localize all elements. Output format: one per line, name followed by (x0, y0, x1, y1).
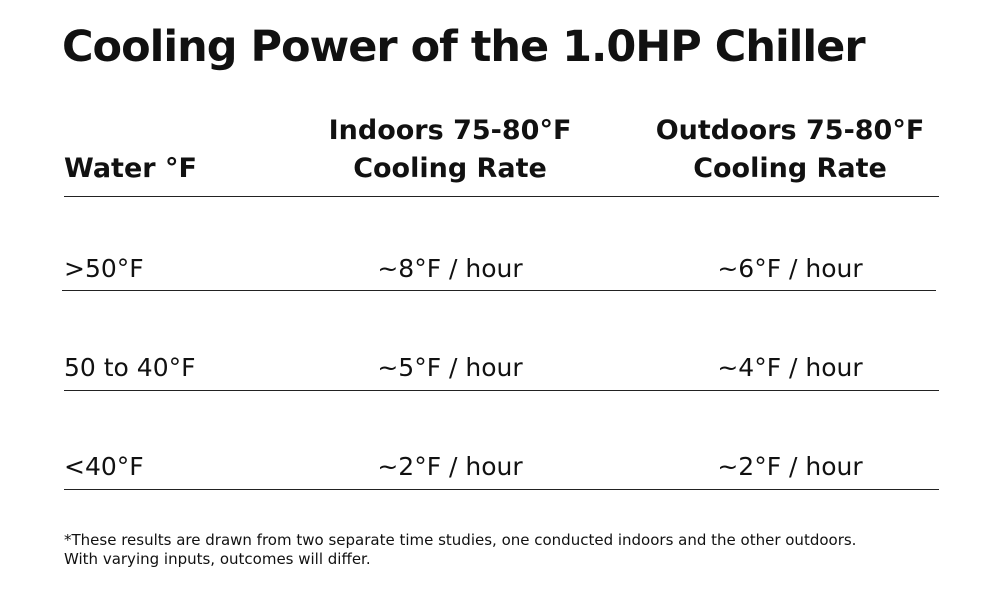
table-cell-indoor: ~2°F / hour (377, 452, 523, 481)
footnote-line2: With varying inputs, outcomes will diffe… (64, 550, 371, 568)
column-header-outdoor-line1: Outdoors 75-80°F (655, 115, 925, 146)
table-cell-outdoor: ~6°F / hour (717, 254, 863, 283)
footnote-line1: *These results are drawn from two separa… (64, 531, 857, 549)
table-cell-outdoor: ~2°F / hour (717, 452, 863, 481)
page-title: Cooling Power of the 1.0HP Chiller (62, 22, 866, 72)
column-header-outdoor-line2: Cooling Rate (693, 153, 887, 184)
column-header-indoor-line2: Cooling Rate (353, 153, 547, 184)
column-header-water: Water °F (64, 153, 197, 184)
column-header-outdoor: Outdoors 75-80°F Cooling Rate (620, 112, 960, 188)
row-divider (62, 290, 936, 291)
table-cell-water: <40°F (64, 452, 144, 481)
table-cell-indoor: ~8°F / hour (377, 254, 523, 283)
row-divider (64, 489, 939, 490)
table-cell-water: 50 to 40°F (64, 353, 196, 382)
footnote: *These results are drawn from two separa… (64, 531, 856, 569)
table-cell-indoor: ~5°F / hour (377, 353, 523, 382)
row-divider (64, 390, 939, 391)
table-cell-water: >50°F (64, 254, 144, 283)
column-header-indoor: Indoors 75-80°F Cooling Rate (300, 112, 600, 188)
header-divider (64, 196, 939, 197)
column-header-indoor-line1: Indoors 75-80°F (328, 115, 572, 146)
table-cell-outdoor: ~4°F / hour (717, 353, 863, 382)
